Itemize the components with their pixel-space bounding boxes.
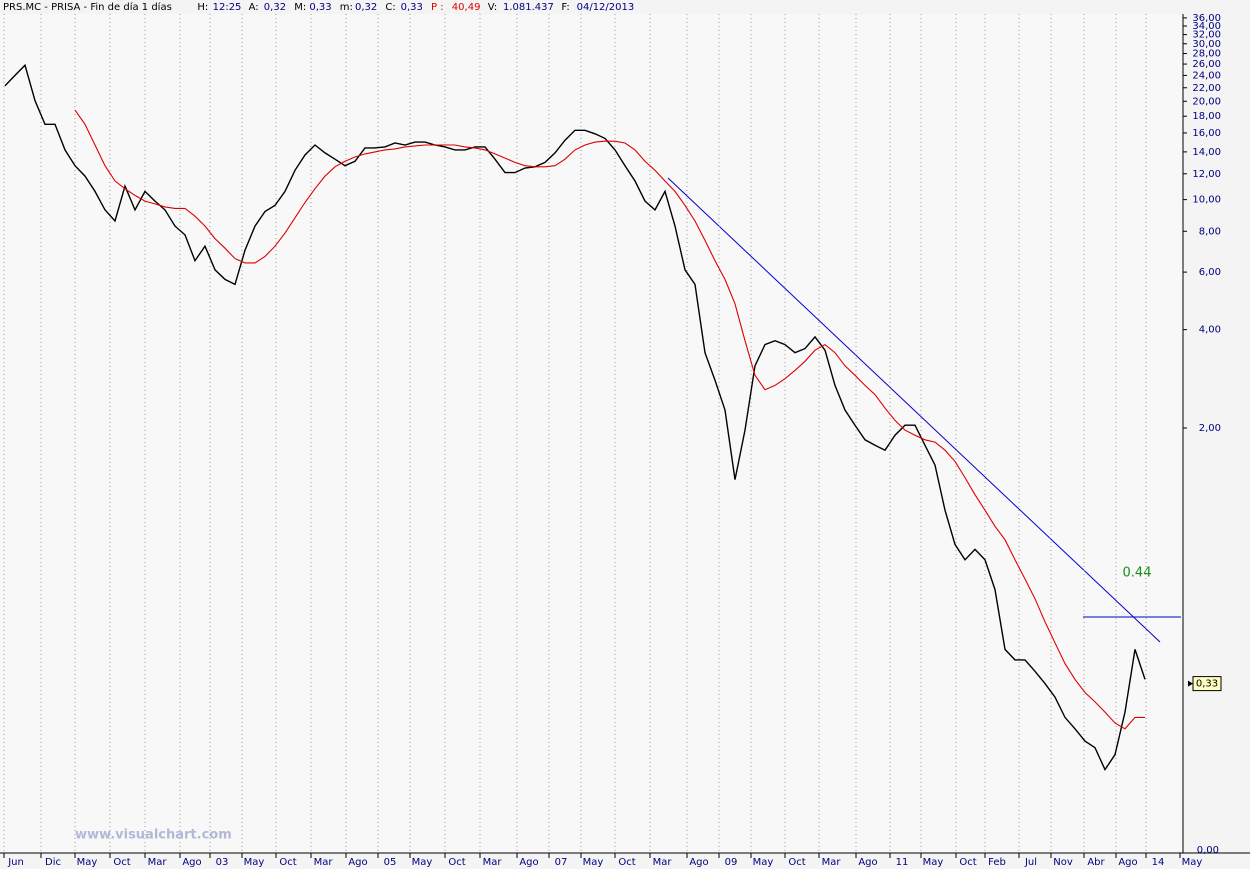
x-tick-label: Ago: [182, 857, 201, 868]
x-tick-label: Ago: [858, 857, 877, 868]
header-label: C:: [385, 2, 395, 13]
x-tick-label: Mar: [653, 857, 673, 868]
annotation: 0.44: [1123, 566, 1152, 581]
x-tick-label: Oct: [279, 857, 296, 868]
y-tick-label: 14,00: [1192, 147, 1221, 158]
y-tick-label: 36,00: [1192, 13, 1221, 24]
x-tick-label: 09: [725, 857, 738, 868]
x-tick-label: 07: [555, 857, 568, 868]
header-label: P :: [431, 2, 444, 13]
x-tick-label: Ago: [689, 857, 708, 868]
header-value: 0,32: [264, 2, 286, 13]
y-tick-label: 4,00: [1199, 325, 1221, 336]
trendline: [667, 177, 1161, 643]
x-tick-label: Abr: [1087, 857, 1105, 868]
x-tick-label: Dic: [45, 857, 61, 868]
y-tick-label: 2,00: [1199, 423, 1221, 434]
header-value: 12:25: [213, 2, 242, 13]
x-tick-label: Nov: [1053, 857, 1073, 868]
header-label: V:: [488, 2, 497, 13]
header-value: 04/12/2013: [577, 2, 635, 13]
y-tick-label: 24,00: [1192, 70, 1221, 81]
last-value-pointer: [1188, 680, 1193, 687]
y-tick-label: 34,00: [1192, 21, 1221, 32]
y-tick-label: 8,00: [1199, 226, 1221, 237]
header-value: 0,33: [401, 2, 423, 13]
header-label: H:: [197, 2, 208, 13]
y-tick-label: 10,00: [1192, 195, 1221, 206]
x-tick-label: May: [583, 857, 604, 868]
x-tick-label: 05: [384, 857, 397, 868]
x-tick-label: Jun: [7, 857, 24, 868]
x-tick-label: Mar: [822, 857, 842, 868]
x-tick-label: Oct: [959, 857, 976, 868]
y-tick-label: 28,00: [1192, 49, 1221, 60]
x-tick-label: Oct: [788, 857, 805, 868]
x-tick-label: Jul: [1024, 857, 1037, 868]
x-tick-label: Ago: [348, 857, 367, 868]
x-tick-label: May: [77, 857, 98, 868]
x-tick-label: May: [1182, 857, 1203, 868]
x-tick-label: May: [412, 857, 433, 868]
header-value: 0,33: [309, 2, 331, 13]
header-label: PRS.MC - PRISA - Fin de día 1 días: [3, 1, 172, 13]
y-tick-label: 20,00: [1192, 96, 1221, 107]
header-bar: [0, 0, 1250, 14]
x-tick-label: Oct: [618, 857, 635, 868]
moving-average: [74, 109, 1145, 730]
header-value: 40,49: [452, 2, 481, 13]
y-tick-label: 18,00: [1192, 111, 1221, 122]
header-label: F:: [561, 2, 569, 13]
x-tick-label: May: [244, 857, 265, 868]
x-tick-label: 14: [1152, 857, 1165, 868]
plot-area: [0, 14, 1183, 853]
x-tick-label: Feb: [988, 857, 1006, 868]
header-label: A:: [249, 2, 259, 13]
x-tick-label: Ago: [519, 857, 538, 868]
x-tick-label: Oct: [113, 857, 130, 868]
y-tick-label: 26,00: [1192, 59, 1221, 70]
x-tick-label: 03: [216, 857, 229, 868]
x-tick-label: May: [753, 857, 774, 868]
y-tick-label: 6,00: [1199, 267, 1221, 278]
y-tick-label: 32,00: [1192, 30, 1221, 41]
y-tick-label: 22,00: [1192, 83, 1221, 94]
header-label: m:: [340, 2, 353, 13]
x-tick-label: May: [923, 857, 944, 868]
last-value-label: 0,33: [1196, 679, 1218, 690]
y-floor-label: 0,00: [1197, 845, 1219, 856]
watermark: www.visualchart.com: [75, 828, 232, 843]
x-tick-label: Ago: [1118, 857, 1137, 868]
header-label: M:: [294, 2, 306, 13]
x-tick-label: Mar: [483, 857, 503, 868]
x-tick-label: Mar: [314, 857, 334, 868]
header-value: 1.081.437: [503, 2, 554, 13]
y-tick-label: 30,00: [1192, 39, 1221, 50]
x-tick-label: 11: [896, 857, 909, 868]
header: PRS.MC - PRISA - Fin de día 1 días H: 12:2…: [3, 1, 634, 13]
x-tick-label: Oct: [448, 857, 465, 868]
x-tick-label: Mar: [148, 857, 168, 868]
header-value: 0,32: [355, 2, 377, 13]
y-tick-label: 16,00: [1192, 128, 1221, 139]
y-tick-label: 12,00: [1192, 169, 1221, 180]
price-line: [4, 63, 1146, 772]
